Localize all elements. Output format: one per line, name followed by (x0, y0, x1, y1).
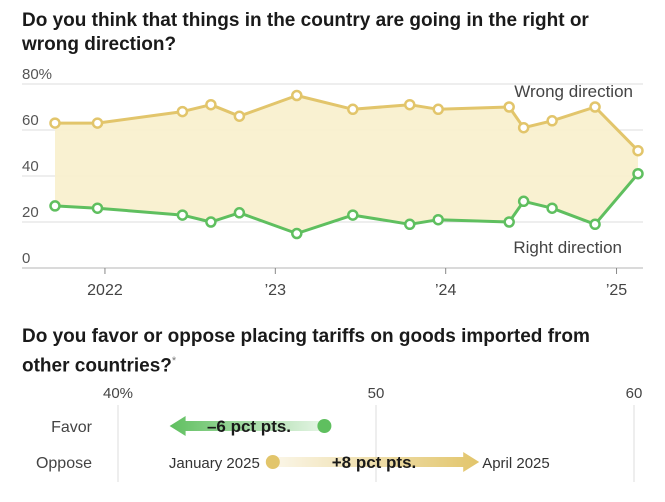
favor-start-dot (317, 419, 332, 433)
wrong-direction-point (632, 144, 644, 157)
direction-line-chart: 80% 60 40 20 0 2022 ’23 ’24 ’25 Wrong direction Ri… (22, 66, 644, 299)
right-direction-point (347, 209, 359, 221)
x-tick-label: 50 (368, 385, 385, 402)
x-tick-label: ’25 (606, 282, 627, 299)
chart-title-tariffs: Do you favor or oppose placing tariffs o… (22, 325, 642, 378)
x-tick-label: 60 (626, 385, 643, 402)
wrong-direction-point (205, 98, 217, 111)
wrong-direction-point (589, 101, 601, 113)
wrong-direction-point (347, 103, 359, 116)
wrong-direction-point (503, 101, 515, 113)
start-period-label: January 2025 (169, 455, 260, 472)
y-tick-label: 60 (22, 112, 39, 129)
right-direction-point (632, 167, 644, 180)
right-direction-point (233, 207, 246, 219)
wrong-direction-point (233, 110, 246, 122)
right-direction-point (517, 195, 530, 208)
y-tick-label: 20 (22, 204, 39, 221)
oppose-change-label: +8 pct pts. (332, 453, 417, 472)
y-tick-label: 80% (22, 66, 52, 83)
wrong-direction-point (291, 89, 303, 102)
oppose-change-arrow (272, 452, 480, 472)
x-tick-label: 40% (103, 385, 133, 402)
gap-shading (55, 95, 638, 234)
y-tick-label: 0 (22, 250, 30, 267)
wrong-direction-point (432, 103, 444, 116)
oppose-start-dot (265, 455, 280, 469)
wrong-direction-point (517, 121, 530, 134)
chart-title-direction: Do you think that things in the country … (22, 10, 589, 55)
right-direction-point (589, 218, 601, 231)
wrong-direction-label: Wrong direction (514, 82, 633, 101)
right-direction-point (503, 216, 515, 228)
right-direction-label: Right direction (513, 238, 622, 257)
right-direction-point (432, 213, 444, 226)
x-tick-label: ’24 (435, 282, 456, 299)
x-tick-label: 2022 (87, 282, 123, 299)
oppose-row-label: Oppose (36, 455, 92, 472)
right-direction-point (49, 200, 61, 212)
chart-title-tariffs-text: Do you favor or oppose placing tariffs o… (22, 326, 590, 377)
wrong-direction-point (49, 117, 61, 129)
x-tick-label: ’23 (265, 282, 286, 299)
favor-change-label: –6 pct pts. (207, 417, 291, 436)
favor-change-arrow (169, 416, 325, 436)
wrong-direction-point (403, 98, 416, 111)
right-direction-point (291, 227, 303, 240)
right-direction-point (546, 202, 558, 214)
right-direction-point (403, 218, 416, 231)
favor-row-label: Favor (51, 419, 93, 436)
wrong-direction-point (176, 105, 189, 118)
wrong-direction-point (546, 115, 558, 127)
y-tick-label: 40 (22, 158, 39, 175)
end-period-label: April 2025 (482, 455, 550, 472)
wrong-direction-point (91, 117, 104, 129)
right-direction-point (91, 202, 104, 214)
right-direction-point (176, 209, 189, 221)
footnote-marker: * (171, 355, 177, 367)
right-direction-point (205, 216, 217, 228)
